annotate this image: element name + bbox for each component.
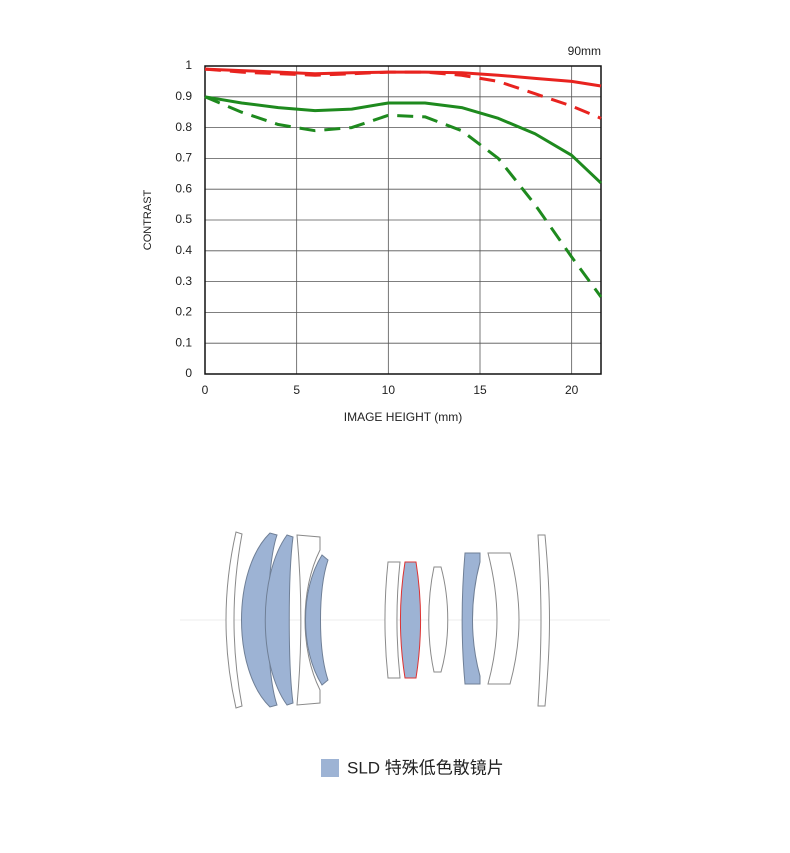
series-line (204, 95, 603, 298)
y-tick-label: 0.9 (175, 89, 192, 103)
y-tick-label: 0.4 (175, 243, 192, 257)
y-tick-label: 0.5 (175, 212, 192, 226)
legend-label: SLD 特殊低色散镜片 (347, 758, 504, 777)
x-tick-label: 0 (202, 383, 209, 397)
lens-element (305, 554, 329, 686)
lens-element (428, 566, 449, 673)
plot-frame (204, 65, 602, 375)
y-tick-label: 0.3 (175, 274, 192, 288)
y-tick-label: 1 (185, 58, 192, 72)
lens-element (384, 561, 401, 679)
y-tick-label: 0.1 (175, 335, 192, 349)
y-tick-label: 0.2 (175, 305, 192, 319)
y-axis-label: CONTRAST (142, 189, 154, 250)
x-tick-label: 20 (565, 383, 579, 397)
y-tick-label: 0 (185, 366, 192, 380)
series-line (204, 67, 602, 120)
y-tick-label: 0.8 (175, 120, 192, 134)
lens-element (400, 561, 421, 679)
chart-title: 90mm (568, 44, 601, 58)
lens-element (296, 534, 321, 706)
legend-swatch (321, 759, 339, 777)
lens-element (225, 531, 243, 709)
x-tick-label: 5 (293, 383, 300, 397)
lens-element (461, 552, 481, 685)
x-axis-label: IMAGE HEIGHT (mm) (344, 410, 462, 424)
y-tick-label: 0.7 (175, 151, 192, 165)
lens-element (487, 552, 520, 685)
x-tick-label: 10 (382, 383, 396, 397)
series-line (204, 95, 603, 185)
y-tick-label: 0.6 (175, 181, 192, 195)
lens-diagram: SLD 特殊低色散镜片 (180, 531, 610, 777)
lens-element (537, 534, 550, 707)
lens-element (264, 534, 294, 706)
x-tick-label: 15 (473, 383, 487, 397)
